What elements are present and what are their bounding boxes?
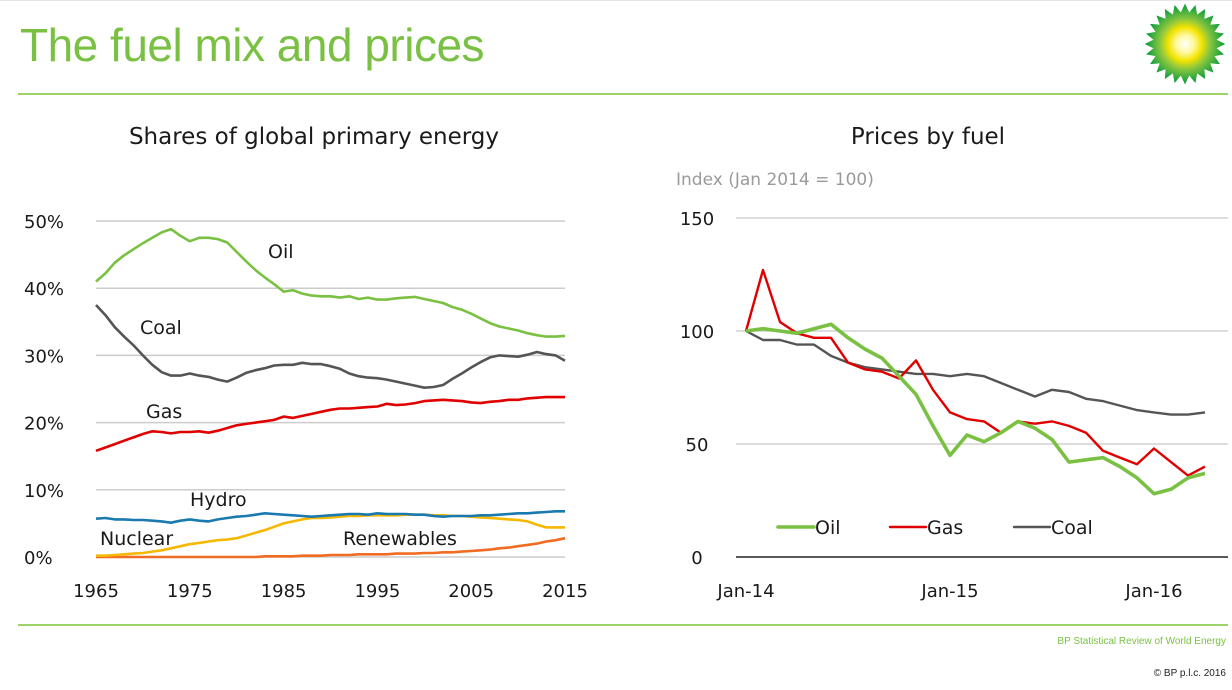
footer-divider [18, 624, 1228, 626]
top-border [0, 0, 1232, 1]
y-tick-label: 30% [24, 346, 64, 367]
y-tick-label: 40% [24, 279, 64, 300]
x-tick-label: 1985 [261, 581, 307, 602]
legend-label-coal: Coal [1051, 517, 1093, 539]
legend-label-oil: Oil [815, 517, 841, 539]
y-tick-label: 150 [680, 209, 714, 230]
copyright-note: © BP p.l.c. 2016 [1153, 668, 1226, 679]
series-label-renewables: Renewables [343, 528, 457, 550]
chart-title: Prices by fuel [851, 124, 1005, 150]
chart-title: Shares of global primary energy [129, 124, 499, 150]
x-tick-label: 2005 [448, 581, 494, 602]
series-line-oil [745, 322, 1206, 496]
y-tick-label: 0% [24, 548, 53, 569]
series-label-hydro: Hydro [190, 489, 247, 511]
y-tick-label: 0 [691, 548, 702, 569]
prices-chart: Prices by fuel Index (Jan 2014 = 100) 0 50 1… [676, 124, 1228, 602]
series-line-renewables [96, 536, 566, 559]
source-note: BP Statistical Review of World Energy [1057, 636, 1226, 647]
chart-subtitle: Index (Jan 2014 = 100) [676, 170, 874, 190]
shares-chart: Shares of global primary energy 0% 10% 20% 3… [24, 124, 588, 602]
y-tick-label: 20% [24, 414, 64, 435]
series-line-nuclear [96, 513, 565, 557]
x-tick-label: 2015 [542, 581, 588, 602]
x-tick-label: Jan-14 [716, 581, 774, 602]
x-tick-label: 1995 [354, 581, 400, 602]
x-tick-label: Jan-15 [920, 581, 978, 602]
bp-helios-logo-icon [1144, 3, 1226, 85]
x-tick-label: 1975 [167, 581, 213, 602]
series-line-coal [745, 329, 1206, 416]
series-line-gas [744, 268, 1206, 477]
series-line-hydro [95, 510, 565, 524]
page-title: The fuel mix and prices [20, 19, 485, 71]
y-tick-label: 50 [686, 435, 709, 456]
y-tick-label: 100 [680, 322, 714, 343]
x-tick-label: 1965 [73, 581, 119, 602]
series-line-coal [95, 304, 566, 389]
x-tick-label: Jan-16 [1124, 581, 1182, 602]
legend-label-gas: Gas [927, 517, 963, 539]
series-label-nuclear: Nuclear [100, 528, 173, 550]
y-tick-label: 10% [24, 481, 64, 502]
header-divider [18, 93, 1228, 95]
y-tick-label: 50% [24, 212, 64, 233]
series-label-oil: Oil [268, 241, 294, 263]
series-label-gas: Gas [146, 401, 182, 423]
series-label-coal: Coal [140, 317, 182, 339]
series-line-gas [95, 395, 565, 453]
series-line-oil [95, 227, 566, 338]
